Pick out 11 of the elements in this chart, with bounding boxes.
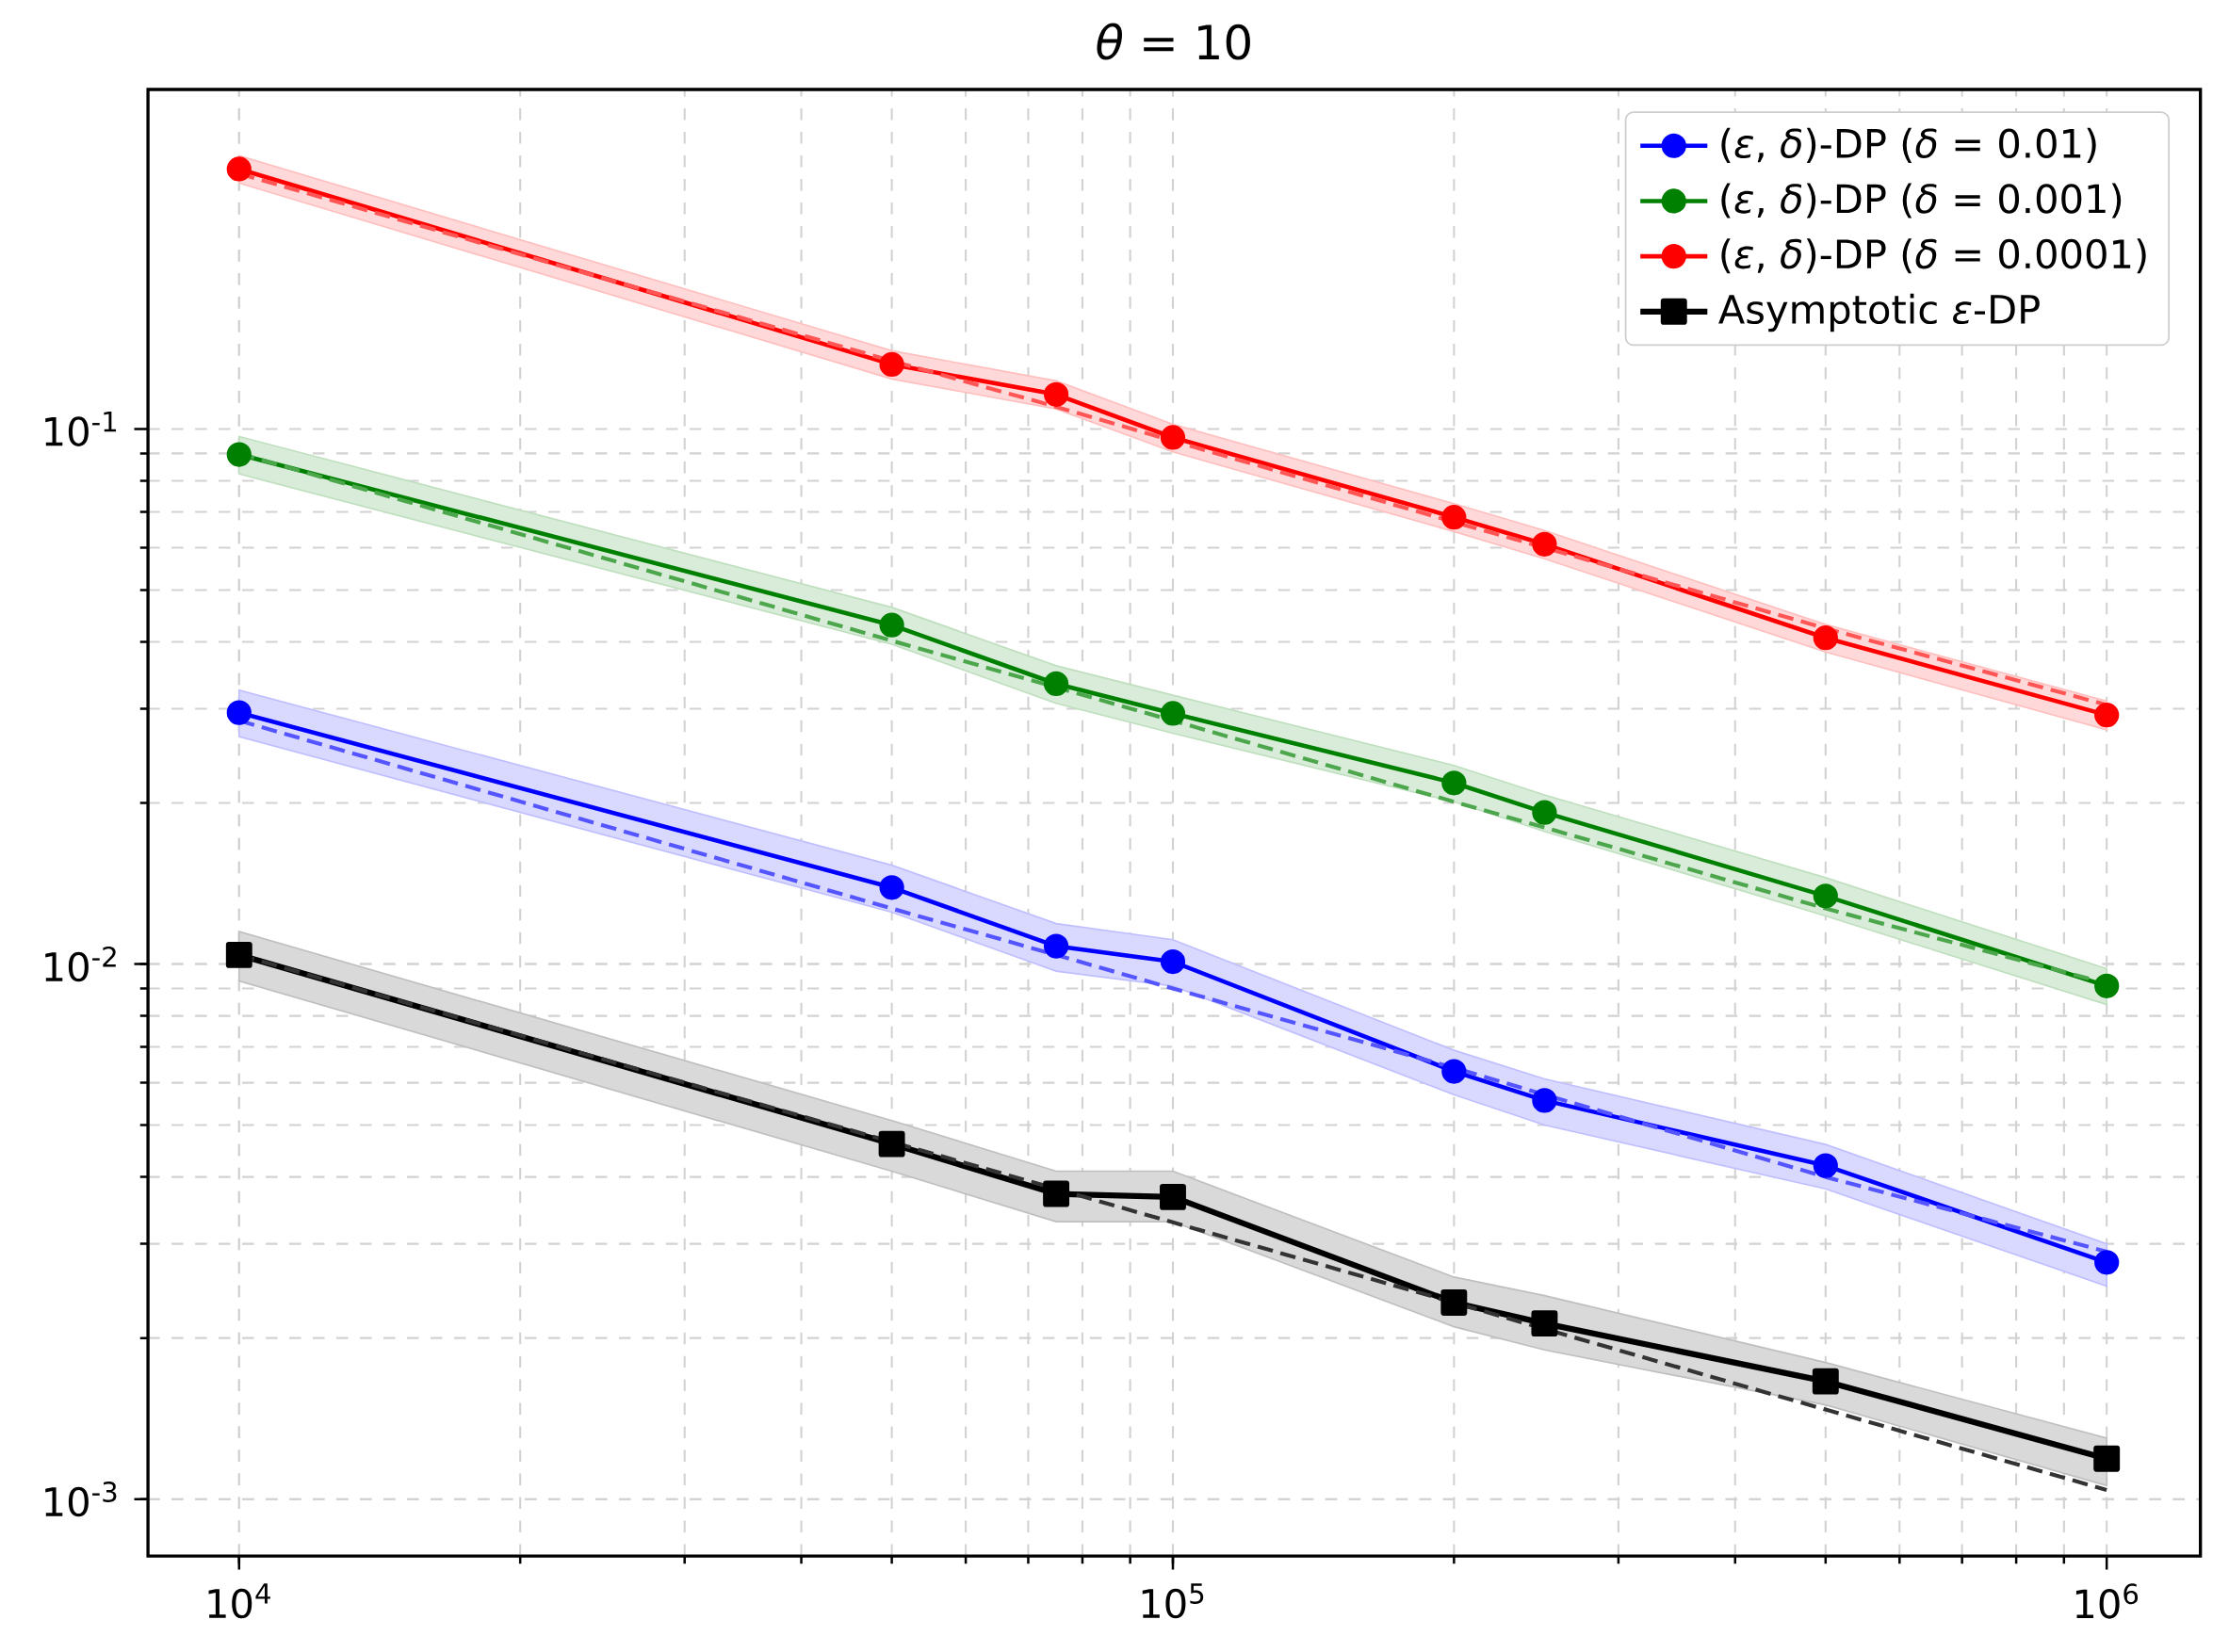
- chart-title: θ = 10: [1097, 23, 1250, 60]
- y-tick-label: 10$^{-2}$: [45, 947, 116, 982]
- legend-label: Asymptotic ε-DP: [1718, 293, 2040, 332]
- legend-label: (ε, δ)-DP (δ = 0.0001): [1721, 238, 2146, 274]
- legend-label: (ε, δ)-DP (δ = 0.01): [1721, 127, 2096, 164]
- x-tick-label: 10$^{4}$: [208, 1583, 270, 1619]
- legend-label: (ε, δ)-DP (δ = 0.001): [1721, 183, 2122, 219]
- y-tick-label: 10$^{-1}$: [45, 412, 117, 447]
- y-tick-label: 10$^{-3}$: [45, 1482, 117, 1517]
- x-tick-label: 10$^{5}$: [1142, 1583, 1204, 1619]
- x-tick-label: 10$^{6}$: [2075, 1583, 2139, 1619]
